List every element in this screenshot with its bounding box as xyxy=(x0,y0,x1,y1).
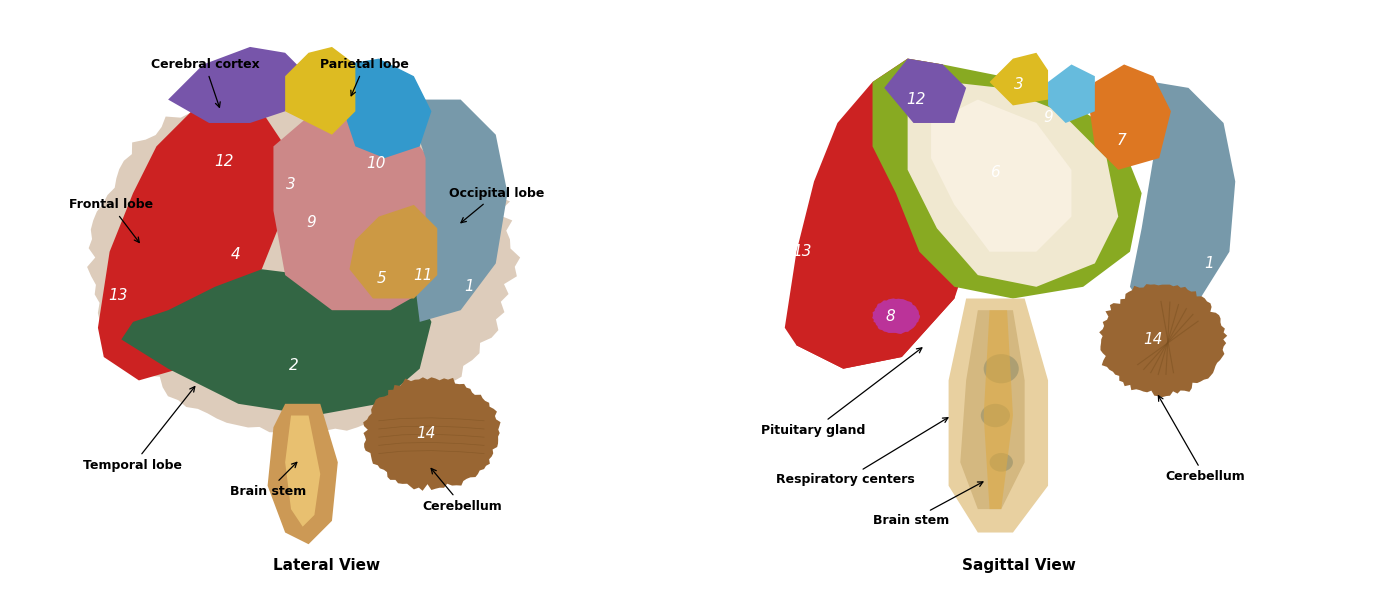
Polygon shape xyxy=(168,47,309,123)
Text: 6: 6 xyxy=(991,165,1000,180)
Text: 12: 12 xyxy=(214,153,233,168)
Polygon shape xyxy=(872,298,920,334)
Polygon shape xyxy=(1089,64,1170,170)
Text: Sagittal View: Sagittal View xyxy=(962,558,1076,574)
Text: 3: 3 xyxy=(286,177,295,192)
Polygon shape xyxy=(885,59,966,123)
Text: 5: 5 xyxy=(377,270,386,285)
Polygon shape xyxy=(1047,64,1094,123)
Polygon shape xyxy=(286,47,356,135)
Text: 10: 10 xyxy=(366,156,385,171)
Polygon shape xyxy=(908,82,1118,287)
Text: 2: 2 xyxy=(288,358,299,373)
Polygon shape xyxy=(984,310,1013,509)
Polygon shape xyxy=(414,100,508,322)
Polygon shape xyxy=(1100,284,1227,397)
Text: 8: 8 xyxy=(885,309,896,324)
Polygon shape xyxy=(268,404,338,544)
Polygon shape xyxy=(363,377,501,491)
Text: 12: 12 xyxy=(907,92,926,107)
Text: Respiratory centers: Respiratory centers xyxy=(776,418,948,487)
Polygon shape xyxy=(948,298,1047,533)
Text: Lateral View: Lateral View xyxy=(272,558,380,574)
Polygon shape xyxy=(989,53,1047,106)
Polygon shape xyxy=(273,100,448,310)
Polygon shape xyxy=(349,205,437,298)
Text: 14: 14 xyxy=(415,426,435,441)
Polygon shape xyxy=(960,310,1024,509)
Text: 1: 1 xyxy=(465,279,475,294)
Text: 14: 14 xyxy=(1144,332,1163,347)
Text: 13: 13 xyxy=(109,288,128,303)
Polygon shape xyxy=(1130,82,1235,322)
Text: 3: 3 xyxy=(1014,78,1024,93)
Polygon shape xyxy=(785,59,978,369)
Text: Occipital lobe: Occipital lobe xyxy=(448,187,544,223)
Ellipse shape xyxy=(981,404,1010,427)
Polygon shape xyxy=(286,416,320,527)
Text: Temporal lobe: Temporal lobe xyxy=(83,387,195,472)
Polygon shape xyxy=(932,100,1071,252)
Polygon shape xyxy=(87,81,520,437)
Ellipse shape xyxy=(989,453,1013,472)
Text: Cerebral cortex: Cerebral cortex xyxy=(150,58,259,107)
Text: 4: 4 xyxy=(230,247,240,262)
Text: Brain stem: Brain stem xyxy=(229,462,306,498)
Text: 1: 1 xyxy=(1205,256,1214,271)
Text: 9: 9 xyxy=(306,215,316,230)
Text: 7: 7 xyxy=(1116,133,1126,148)
Text: 11: 11 xyxy=(413,267,432,282)
Text: 9: 9 xyxy=(1043,110,1053,125)
Polygon shape xyxy=(872,59,1141,298)
Text: 13: 13 xyxy=(792,244,811,259)
Text: Pituitary gland: Pituitary gland xyxy=(762,348,922,436)
Text: Cerebellum: Cerebellum xyxy=(422,469,502,513)
Ellipse shape xyxy=(984,354,1018,383)
Text: Parietal lobe: Parietal lobe xyxy=(320,58,408,96)
Text: Brain stem: Brain stem xyxy=(872,482,983,527)
Text: Frontal lobe: Frontal lobe xyxy=(69,198,153,242)
Polygon shape xyxy=(98,88,286,380)
Text: Cerebellum: Cerebellum xyxy=(1158,396,1245,484)
Polygon shape xyxy=(791,228,966,369)
Polygon shape xyxy=(344,59,432,158)
Polygon shape xyxy=(121,269,432,416)
